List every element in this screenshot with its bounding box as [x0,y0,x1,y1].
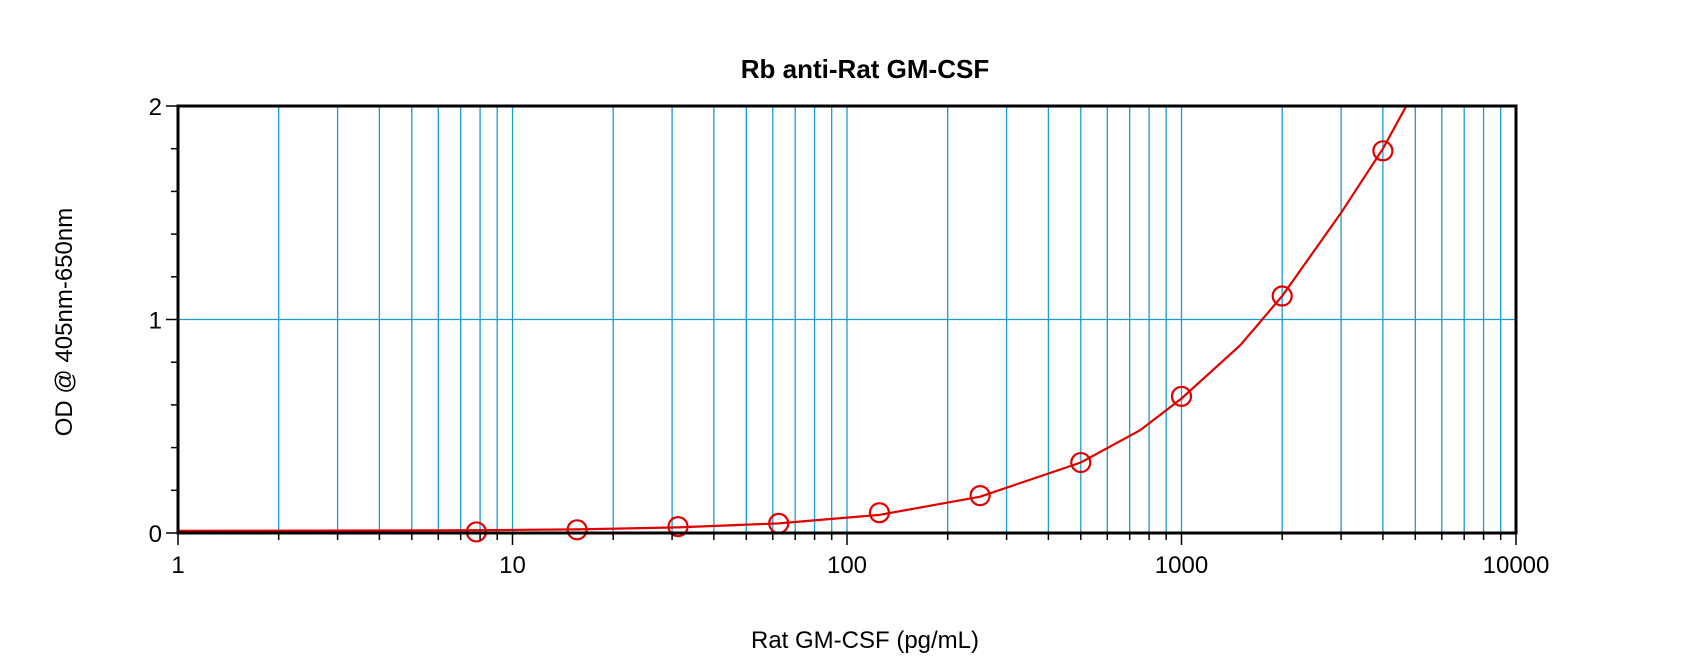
data-point [1271,285,1293,307]
y-tick-label: 0 [149,521,162,548]
x-tick-label: 1 [171,552,184,579]
data-point [1372,140,1394,162]
data-point [868,502,891,524]
x-tick-label: 10000 [1483,552,1550,579]
data-point [1170,385,1193,407]
x-axis [177,533,1517,545]
data-point [667,515,689,538]
x-tick-label: 100 [827,552,867,579]
data-point [969,485,991,507]
fit-curve-layer [177,105,1408,533]
y-axis-label: OD @ 405nm-650nm [51,208,78,436]
data-points [465,140,1394,543]
chart-title: Rb anti-Rat GM-CSF [741,54,989,84]
x-tick-label: 1000 [1155,552,1208,579]
x-tick-label: 10 [499,552,526,579]
x-axis-label: Rat GM-CSF (pg/mL) [751,627,979,654]
fit-curve-line [177,105,1408,533]
data-point [566,519,588,541]
grid-lines [178,106,1516,533]
y-axis [166,105,179,534]
y-tick-label: 2 [149,94,162,121]
y-tick-label: 1 [149,308,162,335]
data-point [1070,451,1092,474]
